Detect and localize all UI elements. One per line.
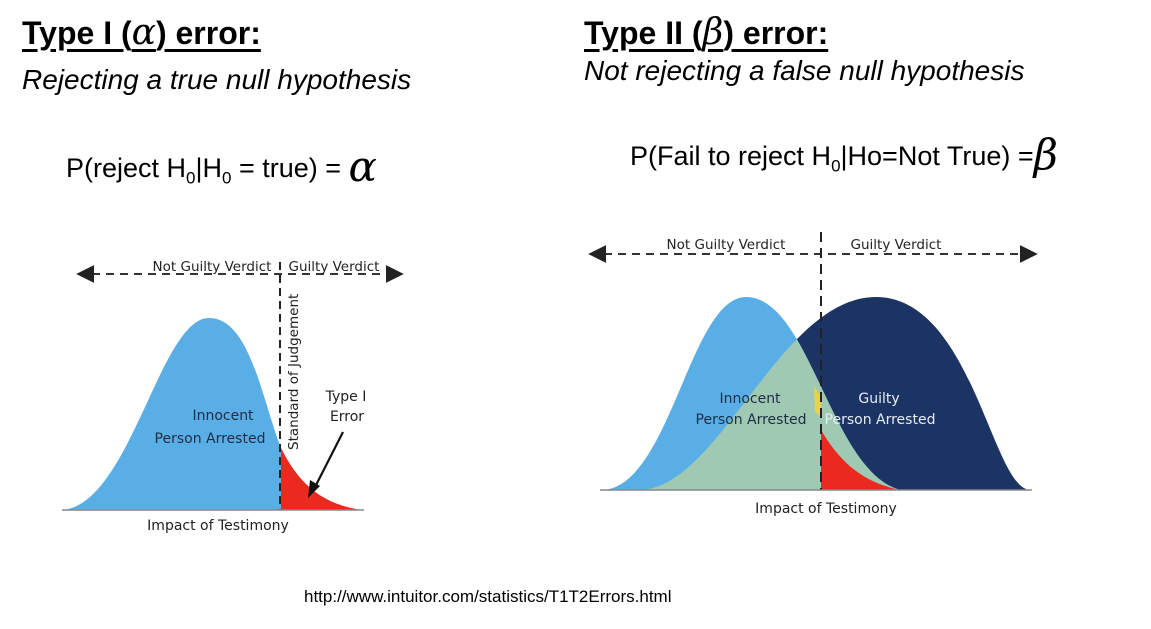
formula-subscript: 0	[222, 168, 232, 188]
alpha-result-symbol: α	[348, 142, 377, 191]
beta-result-symbol: β	[1033, 130, 1058, 179]
type-two-heading: Type II (β) error:	[584, 12, 828, 53]
type-one-formula: P(reject H0|H0 = true) = α	[66, 142, 377, 191]
beta-symbol: β	[702, 12, 724, 53]
type-one-error-label-line2: Error	[330, 409, 364, 425]
type-two-heading-before: Type II (	[584, 15, 703, 51]
guilty-verdict-label: Guilty Verdict	[851, 237, 942, 253]
standard-of-judgement-label: Standard of Judgement	[286, 294, 302, 450]
formula-subscript: 0	[831, 156, 841, 176]
impact-of-testimony-label: Impact of Testimony	[755, 501, 897, 517]
not-guilty-verdict-label: Not Guilty Verdict	[667, 237, 786, 253]
error-pointer-arrowhead	[308, 480, 320, 498]
type-one-heading-after: ) error:	[155, 15, 261, 51]
type-one-error-region	[821, 430, 900, 490]
type-two-formula: P(Fail to reject H0|Ho=Not True) =β	[630, 130, 1058, 179]
type-one-error-label-line1: Type I	[325, 389, 367, 405]
type-one-error-region	[281, 448, 362, 510]
formula-part: |H	[195, 153, 223, 183]
alpha-symbol: α	[131, 12, 156, 53]
type-two-heading-after: ) error:	[723, 15, 829, 51]
innocent-distribution-curve	[62, 318, 281, 510]
guilty-label-line1: Guilty	[858, 391, 899, 407]
innocent-label-line2: Person Arrested	[696, 412, 807, 428]
innocent-label-line2: Person Arrested	[155, 431, 266, 447]
type-one-heading-before: Type I (	[22, 15, 132, 51]
formula-part: = true) =	[231, 153, 349, 183]
type-one-heading: Type I (α) error:	[22, 12, 261, 53]
formula-part: P(reject H	[66, 153, 187, 183]
error-pointer-arrow	[312, 431, 344, 492]
innocent-label-line1: Innocent	[192, 408, 254, 424]
overlap-highlight	[814, 386, 821, 416]
formula-subscript: 0	[186, 168, 196, 188]
formula-part: |Ho=Not True) =	[840, 141, 1034, 171]
guilty-verdict-label: Guilty Verdict	[289, 259, 380, 275]
formula-part: P(Fail to reject H	[630, 141, 832, 171]
type-two-subtitle: Not rejecting a false null hypothesis	[584, 55, 1025, 86]
type-one-subtitle: Rejecting a true null hypothesis	[22, 64, 412, 95]
source-url-text: http://www.intuitor.com/statistics/T1T2E…	[304, 587, 672, 606]
impact-of-testimony-label: Impact of Testimony	[147, 518, 289, 534]
not-guilty-verdict-label: Not Guilty Verdict	[153, 259, 272, 275]
innocent-label-line1: Innocent	[719, 391, 781, 407]
guilty-label-line2: Person Arrested	[825, 412, 936, 428]
